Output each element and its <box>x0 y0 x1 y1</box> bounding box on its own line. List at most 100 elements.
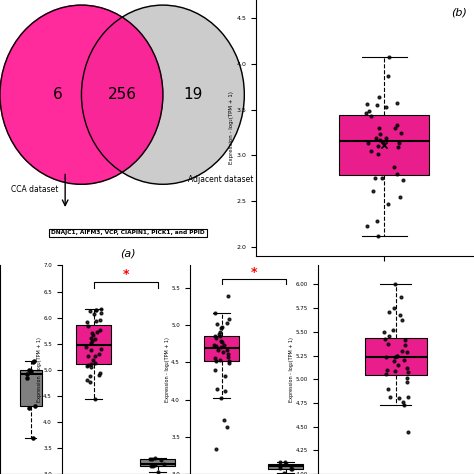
Point <box>215 330 223 338</box>
Point <box>83 376 91 384</box>
Point <box>288 463 295 470</box>
Point <box>397 293 404 301</box>
Point <box>85 361 92 369</box>
Point <box>216 333 224 340</box>
Point <box>90 310 97 318</box>
Point <box>84 352 92 360</box>
Point <box>282 458 289 465</box>
Circle shape <box>82 5 244 184</box>
Point <box>398 316 406 324</box>
Point <box>224 351 231 358</box>
Point <box>91 395 99 402</box>
Point <box>393 352 401 360</box>
Point <box>217 343 224 350</box>
Point <box>367 147 375 155</box>
Point <box>382 135 389 142</box>
Point <box>276 463 284 470</box>
Point <box>220 341 228 349</box>
Point <box>212 357 220 365</box>
Point <box>147 463 155 470</box>
Point <box>385 308 393 315</box>
Point <box>25 404 32 412</box>
Point <box>374 150 382 158</box>
Point <box>151 462 159 469</box>
Point <box>404 393 412 401</box>
Point <box>217 324 225 331</box>
Point <box>214 346 222 354</box>
PathPatch shape <box>339 116 429 175</box>
Point <box>371 174 378 182</box>
Text: *: * <box>250 265 257 279</box>
Point <box>217 394 225 402</box>
Point <box>146 455 154 463</box>
Point <box>374 142 381 150</box>
Point <box>212 334 219 342</box>
Point <box>210 341 218 349</box>
Point <box>149 462 157 470</box>
PathPatch shape <box>268 464 303 469</box>
Point <box>393 171 401 178</box>
Point <box>398 347 405 355</box>
Point <box>217 328 224 335</box>
Point <box>25 366 32 374</box>
Point <box>400 356 408 364</box>
Point <box>223 346 230 354</box>
Point <box>393 353 401 360</box>
Point <box>218 338 226 346</box>
Point <box>91 359 99 367</box>
Point <box>382 335 389 343</box>
Text: 19: 19 <box>183 87 203 102</box>
Point <box>374 217 381 225</box>
Point <box>401 341 409 348</box>
Point <box>92 306 100 313</box>
Text: Adjacent dataset: Adjacent dataset <box>188 175 254 183</box>
Point <box>376 136 383 143</box>
Point <box>390 304 398 311</box>
Point <box>216 356 224 364</box>
Point <box>92 306 100 314</box>
Point <box>213 385 221 392</box>
Point <box>385 332 393 339</box>
Point <box>395 394 403 402</box>
Y-axis label: Expression - log₂(TPM + 1): Expression - log₂(TPM + 1) <box>165 337 170 402</box>
Text: 256: 256 <box>108 87 137 102</box>
Point <box>383 353 390 361</box>
PathPatch shape <box>365 338 427 375</box>
Point <box>385 341 392 348</box>
Point <box>364 139 372 147</box>
Point <box>24 371 31 378</box>
Point <box>82 343 90 350</box>
Point <box>376 130 384 137</box>
Point <box>381 142 388 149</box>
Point <box>88 337 96 345</box>
Point <box>219 348 227 356</box>
Point <box>30 357 38 365</box>
Point <box>375 124 383 132</box>
Point <box>393 121 401 129</box>
Point <box>213 320 220 328</box>
Point <box>87 373 94 380</box>
Point <box>217 337 225 345</box>
Point <box>398 129 405 137</box>
Point <box>396 193 403 201</box>
Point <box>91 353 99 360</box>
Point <box>365 107 373 115</box>
PathPatch shape <box>76 325 111 364</box>
Text: CCA dataset: CCA dataset <box>11 185 59 194</box>
Point <box>400 398 407 406</box>
Y-axis label: Expression - log₂(TPM + 1): Expression - log₂(TPM + 1) <box>228 91 234 164</box>
Point <box>367 112 374 120</box>
Point <box>363 222 370 230</box>
Point <box>394 361 402 369</box>
Point <box>382 103 390 111</box>
Point <box>211 333 219 340</box>
Point <box>97 309 105 317</box>
Point <box>399 176 407 183</box>
Point <box>97 305 105 313</box>
Point <box>31 402 38 410</box>
Point <box>97 346 105 353</box>
Point <box>276 458 284 466</box>
Point <box>212 342 220 350</box>
Point <box>92 317 100 325</box>
Point <box>363 100 370 108</box>
